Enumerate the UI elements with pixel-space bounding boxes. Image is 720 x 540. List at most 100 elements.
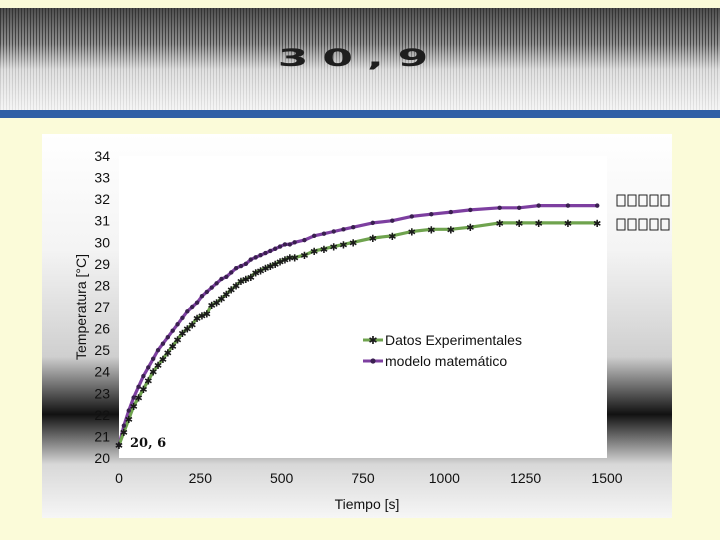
- data-point-experimental: ✱: [300, 251, 308, 262]
- data-point-experimental: ✱: [203, 309, 211, 320]
- data-point-model: [468, 207, 473, 213]
- data-point-experimental: ✱: [129, 402, 137, 413]
- data-point-model: [595, 203, 600, 208]
- legend-marker-experimental: ✱: [368, 335, 377, 347]
- data-point-experimental: ✱: [237, 277, 245, 288]
- series-line-experimental: [117, 221, 598, 446]
- data-point-experimental: ✱: [290, 253, 298, 264]
- data-point-experimental: ✱: [144, 376, 152, 387]
- data-point-model: [272, 246, 278, 251]
- data-point-experimental: ✱: [261, 264, 269, 275]
- data-point-model: [233, 265, 239, 271]
- glyph-box: [616, 194, 626, 207]
- data-point-experimental: ✱: [164, 348, 172, 359]
- data-point-experimental: ✱: [495, 219, 503, 230]
- glyph-box: [660, 218, 670, 231]
- data-point-experimental: ✱: [193, 314, 201, 325]
- data-point-experimental: ✱: [120, 428, 128, 439]
- data-point-experimental: ✱: [564, 219, 572, 230]
- legend-label-experimental: Datos Experimentales: [385, 332, 522, 348]
- data-point-model: [180, 315, 185, 320]
- data-point-experimental: ✱: [125, 415, 133, 426]
- data-point-model: [204, 289, 210, 295]
- data-point-experimental: ✱: [173, 335, 181, 346]
- data-point-experimental: ✱: [271, 260, 279, 271]
- data-point-experimental: ✱: [183, 325, 191, 336]
- data-point-model: [209, 285, 214, 290]
- y-tick-label: 22: [94, 407, 110, 423]
- data-point-model: [224, 274, 229, 279]
- y-tick-label: 26: [94, 321, 110, 337]
- data-point-experimental: ✱: [251, 268, 259, 279]
- data-point-model: [312, 233, 317, 239]
- data-point-model: [263, 250, 268, 256]
- data-point-experimental: ✱: [222, 290, 230, 301]
- data-point-experimental: ✱: [286, 253, 294, 264]
- data-point-model: [199, 294, 205, 299]
- banner-shading: [0, 8, 720, 110]
- data-point-experimental: ✱: [232, 281, 240, 292]
- data-point-model: [155, 347, 161, 353]
- glyph-box: [627, 194, 637, 207]
- data-point-experimental: ✱: [212, 299, 220, 310]
- data-point-model: [214, 281, 219, 286]
- data-point-model: [282, 242, 288, 247]
- x-axis-title: Tiempo [s]: [335, 496, 400, 512]
- y-tick-label: 34: [94, 148, 110, 164]
- data-point-model: [341, 227, 346, 232]
- y-tick-label: 24: [94, 364, 110, 380]
- data-point-model: [448, 209, 454, 215]
- data-point-experimental: ✱: [276, 258, 284, 269]
- data-point-model: [165, 335, 170, 340]
- garbled-glyphs: [616, 194, 670, 231]
- data-point-experimental: ✱: [256, 266, 264, 277]
- data-point-model: [351, 224, 356, 230]
- series-markers: ✱✱✱✱✱✱✱✱✱✱✱✱✱✱✱✱✱✱✱✱✱✱✱✱✱✱✱✱✱✱✱✱✱✱✱✱✱ ✱ ✱ ✱…: [115, 203, 601, 452]
- data-point-experimental: ✱: [466, 223, 474, 234]
- y-tick-label: 31: [94, 213, 110, 229]
- data-point-model: [409, 214, 414, 219]
- x-tick-label: 500: [270, 470, 294, 486]
- data-point-experimental: ✱: [159, 355, 167, 366]
- data-point-model: [243, 261, 249, 267]
- data-point-experimental: ✱: [168, 342, 176, 353]
- data-point-experimental: ✱: [217, 294, 225, 305]
- y-tick-label: 21: [94, 428, 110, 444]
- data-point-model: [219, 276, 224, 282]
- data-point-experimental: ✱: [427, 225, 435, 236]
- data-point-model: [116, 442, 122, 448]
- data-point-experimental: ✱: [534, 219, 542, 230]
- glyph-box: [649, 218, 659, 231]
- data-point-experimental: ✱: [198, 312, 206, 323]
- data-point-model: [160, 341, 166, 346]
- data-point-experimental: ✱: [242, 275, 250, 286]
- data-point-model: [565, 203, 571, 208]
- data-point-model: [292, 240, 297, 245]
- data-point-model: [429, 212, 434, 217]
- x-tick-label: 1000: [429, 470, 460, 486]
- data-point-model: [497, 205, 502, 210]
- glyph-box: [660, 194, 670, 207]
- data-point-experimental: ✱: [310, 247, 318, 258]
- legend-marker-model: [370, 358, 376, 364]
- data-point-model: [248, 257, 253, 262]
- glyph-box: [638, 218, 648, 231]
- data-point-model: [126, 408, 131, 413]
- data-point-model: [136, 384, 141, 390]
- data-point-model: [277, 244, 283, 249]
- x-tick-label: 1250: [510, 470, 541, 486]
- x-tick-labels: 0 250 500 750 1000 1250 1500: [115, 470, 623, 486]
- data-point-experimental: ✱: [339, 240, 347, 251]
- data-point-experimental: ✱: [515, 219, 523, 230]
- x-tick-label: 250: [189, 470, 213, 486]
- data-point-experimental: ✱: [593, 219, 601, 230]
- glyph-box: [649, 194, 659, 207]
- data-point-model: [390, 218, 395, 223]
- data-point-model: [516, 205, 522, 210]
- legend: ✱ Datos Experimentales modelo matemático: [363, 332, 522, 369]
- data-point-experimental: ✱: [247, 273, 255, 284]
- data-point-experimental: ✱: [178, 329, 186, 340]
- data-point-model: [229, 270, 234, 275]
- glyph-box: [638, 194, 648, 207]
